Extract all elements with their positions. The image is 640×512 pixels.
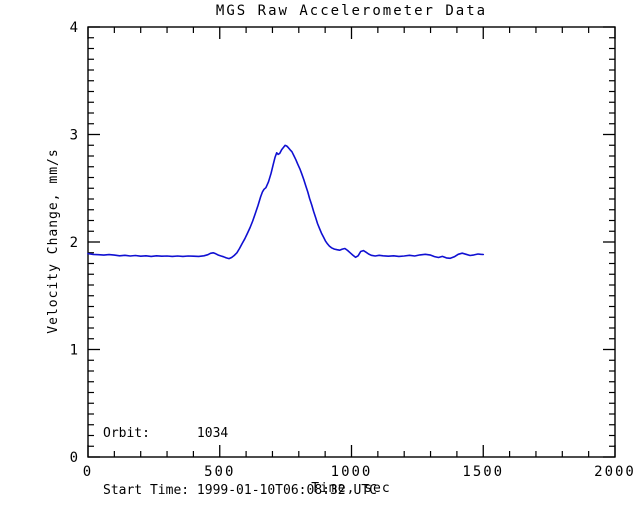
y-axis-title: Velocity Change, mm/s: [46, 148, 61, 334]
y-tick-label: 4: [70, 20, 79, 36]
annotation-start-time: Start Time: 1999-01-10T06:08:32 UTC: [103, 483, 377, 498]
x-tick-label: 1500: [462, 464, 504, 480]
annotation-orbit: Orbit: 1034: [103, 426, 229, 441]
chart-title: MGS Raw Accelerometer Data: [215, 3, 488, 19]
x-tick-label: 1000: [331, 464, 373, 480]
y-tick-label: 2: [70, 235, 79, 251]
x-tick-label: 0: [83, 464, 93, 480]
y-tick-label: 0: [70, 450, 79, 466]
x-axis-title: Time, sec: [311, 481, 391, 496]
x-tick-label: 2000: [594, 464, 636, 480]
y-tick-label: 3: [70, 128, 79, 144]
x-tick-label: 500: [204, 464, 235, 480]
data-series-line: [87, 144, 485, 260]
y-tick-label: 1: [70, 343, 79, 359]
annotation-block: Orbit: 1034 Start Time: 1999-01-10T06:08…: [103, 386, 377, 512]
